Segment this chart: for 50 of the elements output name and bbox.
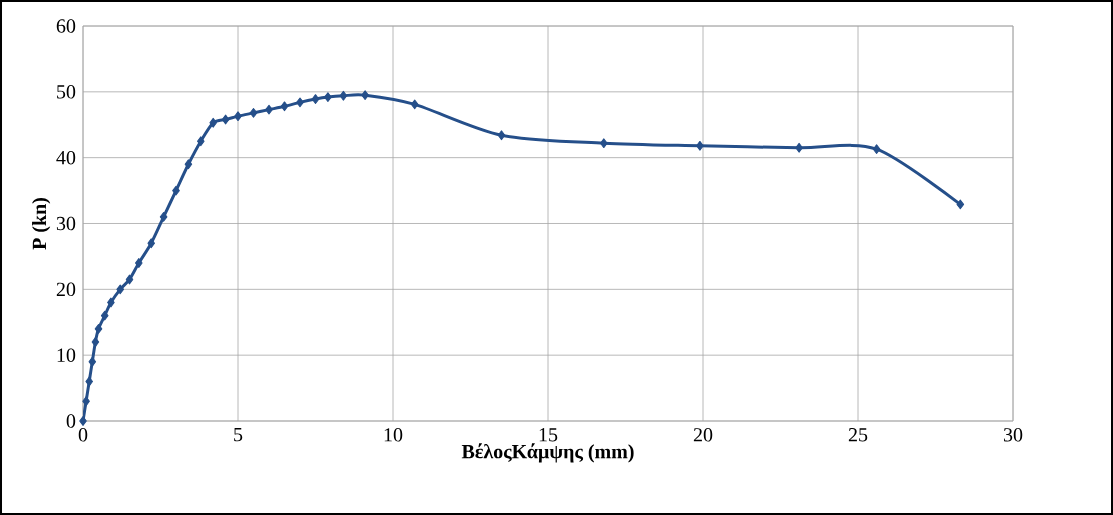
point xyxy=(956,199,965,210)
point xyxy=(209,117,218,128)
point xyxy=(296,97,304,108)
x-tick-label: 20 xyxy=(693,428,713,442)
point xyxy=(159,212,168,222)
x-tick-label: 25 xyxy=(848,428,868,442)
y-axis-title: P (kn) xyxy=(32,198,51,250)
point xyxy=(795,142,803,153)
point xyxy=(600,138,608,149)
point xyxy=(324,92,332,102)
point xyxy=(82,396,90,407)
point xyxy=(184,159,193,170)
y-tick-label: 0 xyxy=(66,414,76,428)
point xyxy=(197,136,205,147)
point xyxy=(339,90,348,101)
point xyxy=(410,99,419,110)
point xyxy=(116,284,124,295)
point xyxy=(100,310,109,321)
point xyxy=(265,104,273,115)
y-tick-label: 50 xyxy=(57,85,76,99)
point xyxy=(311,94,320,104)
point xyxy=(172,185,180,196)
point xyxy=(91,337,100,347)
y-tick-label: 40 xyxy=(56,150,76,165)
point xyxy=(94,323,103,334)
point xyxy=(249,108,258,118)
y-tick-label: 20 xyxy=(56,282,76,297)
x-tick-label: 0 xyxy=(78,428,88,442)
point xyxy=(125,274,134,285)
point xyxy=(147,238,155,249)
x-tick-label: 15 xyxy=(539,428,558,442)
point xyxy=(107,297,115,308)
point xyxy=(221,114,230,125)
y-tick-label: 30 xyxy=(56,216,76,231)
point xyxy=(361,90,369,101)
x-axis-title: ΒέλοςΚάμψης (mm) xyxy=(461,443,634,463)
point xyxy=(696,140,704,151)
point xyxy=(872,144,881,155)
x-tick-label: 5 xyxy=(234,428,243,442)
point xyxy=(88,356,97,367)
y-tick-label: 60 xyxy=(56,19,76,33)
point xyxy=(79,416,87,426)
point xyxy=(280,101,289,112)
point xyxy=(85,376,94,387)
x-tick-label: 10 xyxy=(384,428,403,442)
y-tick-label: 10 xyxy=(57,348,76,362)
point xyxy=(497,130,506,141)
x-tick-label: 30 xyxy=(1003,428,1023,442)
point xyxy=(234,111,242,122)
point xyxy=(135,258,143,268)
